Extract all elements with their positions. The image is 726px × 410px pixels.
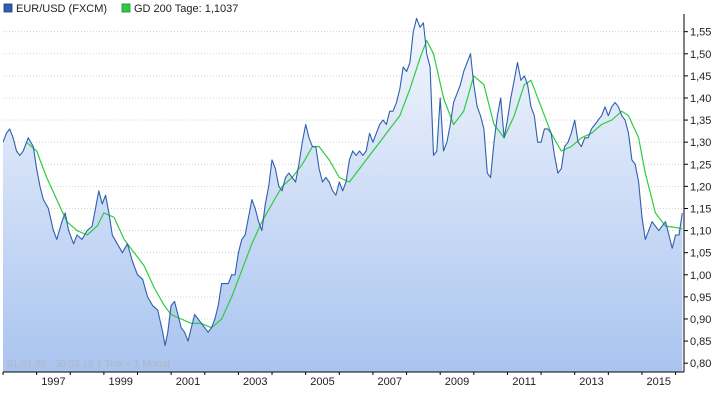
y-axis-ticks: 0,80 0,85 0,90 0,95 1,00 1,05 1,10 1,15 1,20 1,25… [684,27,711,370]
y-tick-label: 1,55 [690,27,711,39]
x-tick-label: 1999 [108,376,132,388]
area-layer [3,18,683,372]
y-tick-label: 0,80 [690,358,711,370]
x-tick-label: 2007 [377,376,401,388]
y-tick-label: 1,30 [690,137,711,149]
x-tick-label: 2003 [243,376,267,388]
lines-layer [3,17,683,347]
x-tick-label: 2009 [445,376,469,388]
x-tick-label: 2005 [310,376,334,388]
y-tick-label: 1,45 [690,71,711,83]
legend: EUR/USD (FXCM) GD 200 Tage: 1,1037 [3,3,238,15]
y-tick-label: 0,85 [690,336,711,348]
price-line [3,17,683,347]
legend-swatch-ma [121,3,131,13]
x-tick-label: 2013 [579,376,603,388]
y-tick-label: 0,95 [690,292,711,304]
x-tick-label: 2001 [176,376,200,388]
y-tick-label: 0,90 [690,314,711,326]
x-tick-label: 2015 [647,376,671,388]
y-tick-label: 1,15 [690,203,711,215]
y-tick-label: 1,25 [690,159,711,171]
y-tick-label: 1,40 [690,93,711,105]
x-tick-label: 1997 [41,376,65,388]
legend-swatch-price [3,3,13,13]
y-tick-label: 1,05 [690,248,711,260]
chart-footnote: 01.01.96 - 30.03.16 1 Tick = 1 Monat [7,359,170,370]
price-area-fill [3,18,683,372]
y-tick-label: 1,20 [690,181,711,193]
y-tick-label: 1,00 [690,270,711,282]
legend-label-ma: GD 200 Tage: 1,1037 [134,3,238,15]
y-tick-label: 1,50 [690,49,711,61]
y-tick-label: 1,10 [690,226,711,238]
legend-label-price: EUR/USD (FXCM) [16,3,107,15]
axes [3,14,685,373]
x-tick-label: 2011 [512,376,536,388]
y-tick-label: 1,35 [690,115,711,127]
x-axis-ticks: 1997 1999 2001 2003 2005 2007 2009 2011 2013 2015 [2,372,677,388]
